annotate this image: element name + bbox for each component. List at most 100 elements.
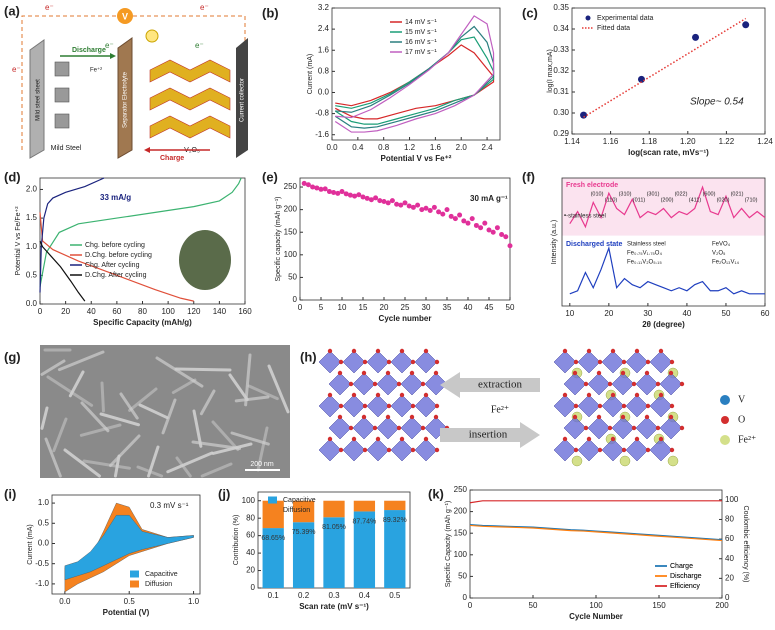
y-tick-label: 0.31 (553, 87, 569, 96)
legend-label: Discharge (670, 573, 702, 580)
oxygen-atom (399, 348, 405, 354)
data-point (360, 194, 366, 200)
separator-label: Separator Electrolyte (123, 71, 129, 128)
legend-label: V (738, 394, 746, 405)
oxygen-atom (679, 425, 685, 431)
y-tick-label: 1.0 (38, 498, 50, 507)
sem-rod (40, 359, 66, 376)
y-tick-label: 3.2 (318, 3, 330, 12)
polyhedron (601, 350, 625, 374)
oxygen-atom (645, 447, 651, 453)
oxygen-atom (586, 348, 592, 354)
y-axis-label: Contribution (%) (233, 515, 240, 566)
oxygen-atom (655, 425, 661, 431)
series-area (64, 515, 194, 581)
panel-label: (a) (4, 3, 20, 18)
legend-label: Experimental data (597, 15, 654, 22)
bar-segment (384, 510, 406, 588)
oxygen-atom (386, 447, 392, 453)
sem-rod (80, 401, 110, 433)
sem-rod (109, 434, 141, 467)
oxygen-atom (375, 392, 381, 398)
x-axis-label: Potential (V) (103, 608, 150, 617)
y-tick-label: -0.8 (315, 109, 329, 118)
scale-label: 200 nm (250, 461, 274, 468)
polyhedron (553, 438, 577, 462)
oxygen-atom (338, 359, 344, 365)
legend-label: Capacitive (145, 571, 178, 578)
legend-swatch (130, 580, 139, 588)
plot-frame (469, 489, 723, 599)
oxygen-atom (583, 381, 589, 387)
bar-segment (353, 500, 376, 512)
polyhedron (414, 438, 438, 462)
polyhedron (318, 438, 342, 462)
oxygen-atom (610, 392, 616, 398)
oxygen-atom (361, 414, 367, 420)
data-point (440, 211, 446, 217)
sem-rod (79, 423, 122, 437)
x-tick-label: 10 (565, 309, 574, 318)
panel-label: (i) (4, 486, 16, 501)
oxygen-atom (645, 359, 651, 365)
oxygen-atom (409, 414, 415, 420)
value-label: 75.39% (292, 529, 316, 536)
x-axis-label: Specific Capacity (mAh/g) (93, 318, 192, 327)
panel-label: (h) (300, 349, 317, 364)
x-tick-label: 80 (138, 307, 147, 316)
y-tick-label: 2.0 (26, 185, 38, 194)
phase-label: FeVO₄ (712, 242, 731, 248)
legend-label: Chg. before cycling (85, 242, 145, 249)
chart: (c) 1.14 1.16 1.18 1.20 1.22 1.24 0.29 0.30 0.31 0… (522, 3, 773, 157)
oxygen-atom (634, 436, 640, 442)
oxygen-atom (375, 436, 381, 442)
polyhedron (328, 416, 352, 440)
oxygen-atom (658, 436, 664, 442)
oxygen-atom (327, 436, 333, 442)
data-point (461, 218, 467, 224)
oxygen-atom (338, 403, 344, 409)
sem-rod (211, 442, 253, 455)
polyhedron (611, 416, 635, 440)
panel-label: (d) (4, 169, 21, 184)
oxygen-atom (362, 359, 368, 365)
series-line (334, 44, 495, 120)
polyhedron (342, 350, 366, 374)
polyhedron (553, 350, 577, 374)
x-tick-label: 20 (380, 303, 389, 312)
data-point (352, 193, 358, 199)
polyhedron (390, 394, 414, 418)
oxygen-atom (433, 370, 439, 376)
data-point (310, 184, 316, 190)
y-tick-label: 0.35 (553, 3, 569, 12)
legend-label: 16 mV s⁻¹ (405, 39, 437, 46)
oxygen-atom (562, 392, 568, 398)
y-tick-label: 200 (284, 205, 298, 214)
sem-rod (82, 459, 131, 470)
peak-label: (022) (675, 191, 688, 197)
oxygen-atom (596, 414, 602, 420)
y-axis-label: Potential V vs Fe/Fe⁺² (15, 206, 22, 276)
oxygen-atom (372, 381, 378, 387)
peak-label: (301) (647, 191, 660, 197)
polyhedron (587, 372, 611, 396)
x-tick-label: 120 (187, 307, 201, 316)
data-point (373, 195, 379, 201)
sheet-label: Mild steel sheet (36, 79, 42, 121)
polyhedron (649, 394, 673, 418)
data-point (419, 207, 425, 213)
polyhedron (376, 372, 400, 396)
oxygen-atom (572, 370, 578, 376)
oxygen-atom (409, 370, 415, 376)
oxygen-atom (361, 370, 367, 376)
sem-rod (200, 462, 233, 478)
oxygen-atom (338, 447, 344, 453)
y-tick-label: 0.5 (26, 270, 38, 279)
y-tick-label: 150 (454, 528, 468, 537)
oxygen-atom (385, 414, 391, 420)
series-line (39, 212, 194, 302)
x-tick-label: 50 (529, 601, 538, 610)
sem-rods (40, 348, 290, 478)
sem-rod (138, 403, 169, 420)
y-tick-label: 100 (284, 250, 298, 259)
